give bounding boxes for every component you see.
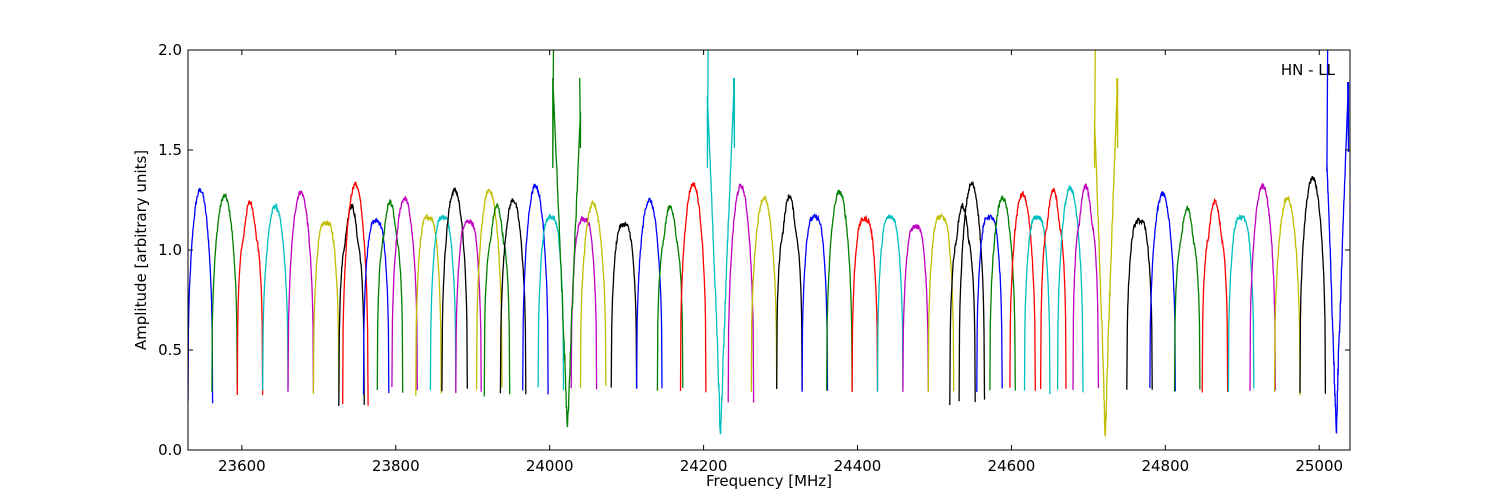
x-axis: 23600 23800 24000 24200 24400 24600 24800 25000 bbox=[218, 50, 1343, 475]
spectrum-segment bbox=[1201, 197, 1229, 393]
x-tick-label: 25000 bbox=[1295, 457, 1343, 475]
y-tick-label: 1.5 bbox=[158, 141, 182, 159]
spectrum-segment bbox=[989, 195, 1016, 391]
absorption-feature bbox=[706, 50, 736, 435]
x-tick-label: 24000 bbox=[526, 457, 574, 475]
series-layer bbox=[188, 50, 1350, 438]
chart-annotation: HN - LL bbox=[1281, 61, 1336, 79]
spectrum-segment bbox=[483, 202, 511, 397]
x-tick-label: 23600 bbox=[218, 457, 266, 475]
spectrum-segment bbox=[1173, 205, 1201, 392]
spectrum-segment bbox=[455, 218, 482, 394]
spectrum-segment bbox=[1039, 187, 1067, 390]
spectrum-segment bbox=[826, 189, 853, 391]
y-tick-label: 2.0 bbox=[158, 41, 182, 59]
spectrum-segment bbox=[441, 187, 468, 392]
x-axis-title: Frequency [MHz] bbox=[706, 472, 832, 490]
x-tick-label: 24800 bbox=[1141, 457, 1189, 475]
y-tick-label: 0.0 bbox=[158, 441, 182, 459]
absorption-feature bbox=[1326, 50, 1350, 434]
spectrum-segment bbox=[522, 183, 549, 395]
spectrum-segment bbox=[188, 187, 214, 404]
spectrum-segment bbox=[1056, 185, 1084, 393]
y-axis-title: Amplitude [arbitrary units] bbox=[132, 150, 150, 350]
y-tick-label: 1.0 bbox=[158, 241, 182, 259]
x-tick-label: 24600 bbox=[988, 457, 1036, 475]
spectrum-segment bbox=[1299, 176, 1327, 394]
spectrum-segment bbox=[415, 213, 442, 396]
y-axis: 0.0 0.5 1.0 1.5 2.0 bbox=[158, 41, 1350, 459]
spectrum-segment bbox=[727, 183, 755, 403]
spectrum-segment bbox=[342, 181, 369, 406]
spectrum-segment bbox=[1023, 214, 1051, 395]
spectrum-segment bbox=[287, 190, 315, 392]
spectrum-segment bbox=[1072, 183, 1100, 390]
spectrum-segment bbox=[236, 199, 264, 396]
spectrum-segment bbox=[1227, 214, 1255, 392]
spectrum-segment bbox=[927, 212, 955, 393]
spectrum-segment bbox=[376, 198, 404, 393]
absorption-feature bbox=[1093, 50, 1119, 438]
absorption-feature bbox=[552, 50, 582, 428]
spectrum-segment bbox=[429, 214, 457, 392]
spectrum-segment bbox=[976, 214, 1003, 393]
spectrum-segment bbox=[570, 215, 598, 390]
spectrum-segment bbox=[211, 192, 238, 392]
spectrum-segment bbox=[1009, 190, 1036, 391]
spectrum-segment bbox=[362, 217, 390, 395]
spectrum-segment bbox=[391, 196, 418, 391]
x-tick-label: 24400 bbox=[834, 457, 882, 475]
spectrum-segment bbox=[635, 197, 663, 389]
spectrum-segment bbox=[656, 205, 684, 391]
spectrum-segment bbox=[610, 221, 638, 389]
spectrum-segment bbox=[949, 202, 976, 406]
spectrum-segment bbox=[958, 180, 986, 402]
y-tick-label: 0.5 bbox=[158, 341, 182, 359]
spectrum-segment bbox=[537, 213, 565, 391]
spectrum-segment bbox=[902, 222, 929, 392]
spectrum-segment bbox=[776, 194, 803, 390]
x-tick-label: 24200 bbox=[680, 457, 728, 475]
spectrum-segment bbox=[475, 189, 503, 390]
spectrum-segment bbox=[338, 202, 365, 407]
x-tick-label: 23800 bbox=[372, 457, 420, 475]
spectrum-segment bbox=[579, 199, 607, 388]
spectrum-segment bbox=[750, 195, 778, 392]
spectrum-segment bbox=[312, 220, 340, 396]
spectrum-segment bbox=[1149, 190, 1176, 392]
spectrum-segment bbox=[1249, 182, 1277, 391]
spectrum-segment bbox=[851, 214, 879, 393]
spectrum-segment bbox=[679, 182, 707, 393]
spectrum-segment bbox=[499, 198, 527, 395]
spectrum-segment bbox=[801, 213, 829, 392]
spectrum-segment bbox=[1273, 195, 1301, 396]
spectrum-segment bbox=[876, 214, 904, 392]
spectrum-segment bbox=[1126, 217, 1153, 390]
spectrum-segment bbox=[261, 202, 289, 391]
